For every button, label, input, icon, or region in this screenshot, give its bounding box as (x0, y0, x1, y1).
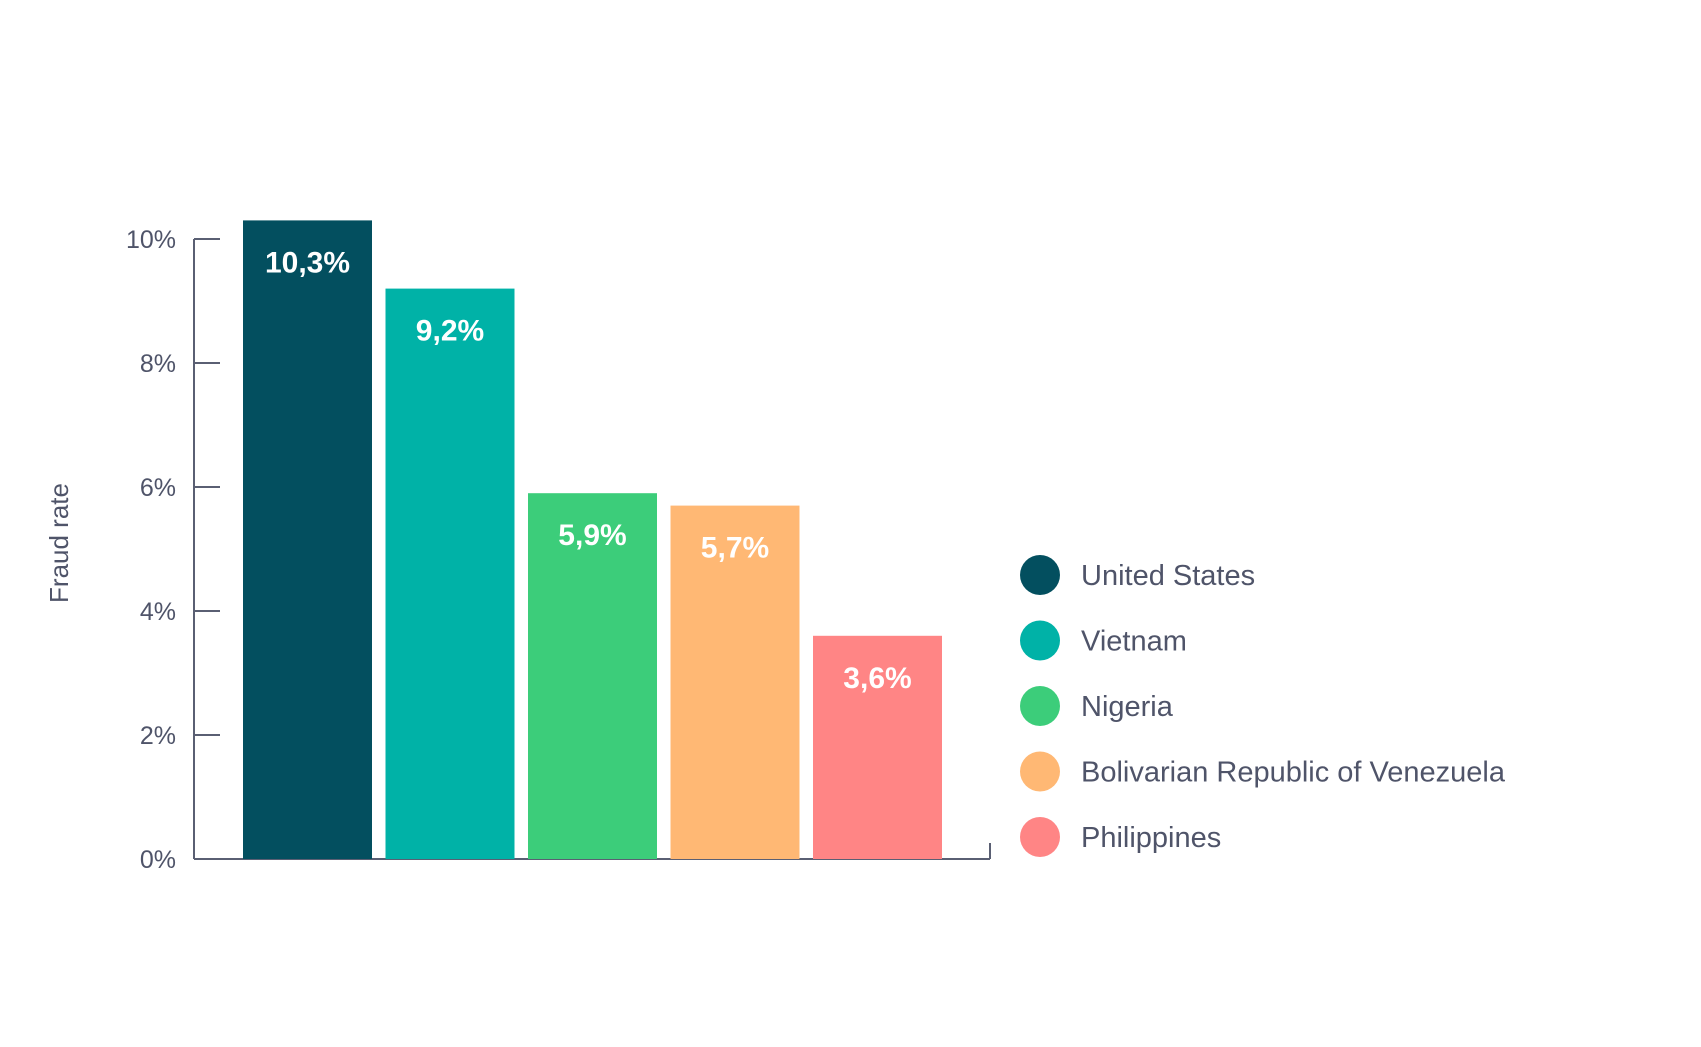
bar-value-label: 5,7% (701, 532, 769, 565)
y-tick-label: 8% (140, 350, 176, 378)
legend-swatch (1020, 620, 1060, 661)
bar-value-label: 3,6% (843, 662, 911, 695)
bar (813, 635, 942, 859)
legend-swatch (1020, 555, 1060, 595)
y-axis-title: Fraud rate (44, 483, 74, 603)
bar (243, 220, 372, 859)
legend-label: Nigeria (1081, 691, 1174, 723)
y-tick-label: 2% (140, 722, 176, 750)
legend-swatch (1020, 751, 1060, 792)
legend-swatch (1020, 686, 1060, 726)
bar-value-label: 9,2% (416, 315, 484, 348)
legend-label: Philippines (1081, 822, 1221, 854)
bar-value-label: 10,3% (265, 246, 350, 279)
y-tick-label: 0% (140, 846, 176, 874)
legend-label: United States (1081, 560, 1255, 592)
axes: 0% 2% 4% 6% 8% 10% (126, 226, 991, 874)
y-tick-label: 4% (140, 598, 176, 626)
bar (670, 505, 800, 859)
legend-label: Vietnam (1081, 626, 1187, 658)
legend-swatch (1020, 817, 1060, 857)
y-tick-label: 10% (126, 226, 176, 254)
bar-value-label: 5,9% (558, 519, 626, 552)
bar (528, 493, 657, 859)
y-tick-label: 6% (140, 474, 176, 502)
legend: United States Vietnam Nigeria Bolivarian Re… (1020, 555, 1506, 857)
bars: 10,3% 9,2% 5,9% 5,7% 3,6% (243, 220, 942, 860)
bar (385, 288, 515, 860)
legend-label: Bolivarian Republic of Venezuela (1081, 757, 1506, 789)
